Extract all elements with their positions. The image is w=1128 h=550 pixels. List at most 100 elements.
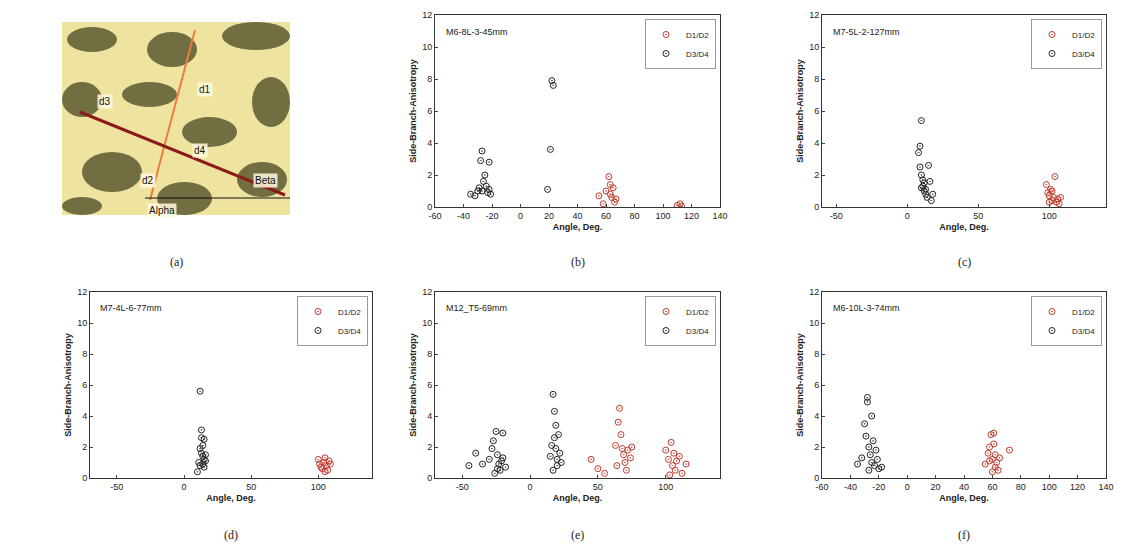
svg-text:M12_T5-69mm: M12_T5-69mm xyxy=(446,303,507,313)
svg-text:D1/D2: D1/D2 xyxy=(1072,31,1095,40)
svg-text:8: 8 xyxy=(82,349,87,359)
svg-text:12: 12 xyxy=(77,287,87,297)
svg-text:8: 8 xyxy=(427,349,432,359)
svg-text:140: 140 xyxy=(1098,482,1113,492)
svg-text:M6-8L-3-45mm: M6-8L-3-45mm xyxy=(446,27,508,37)
svg-text:M7-5L-2-127mm: M7-5L-2-127mm xyxy=(833,27,900,37)
svg-text:d1: d1 xyxy=(199,84,211,95)
svg-text:120: 120 xyxy=(684,211,699,221)
svg-text:2: 2 xyxy=(427,170,432,180)
svg-text:0: 0 xyxy=(905,482,910,492)
svg-text:0: 0 xyxy=(814,202,819,212)
svg-text:4: 4 xyxy=(427,411,432,421)
svg-text:-20: -20 xyxy=(872,482,885,492)
svg-text:M7-4L-6-77mm: M7-4L-6-77mm xyxy=(100,303,162,313)
svg-text:(d): (d) xyxy=(224,528,238,542)
svg-text:2: 2 xyxy=(814,170,819,180)
svg-text:d2: d2 xyxy=(142,175,154,186)
svg-text:Side-Branch-Anisotropy: Side-Branch-Anisotropy xyxy=(408,59,418,163)
svg-text:100: 100 xyxy=(658,482,673,492)
svg-text:Side-Branch-Anisotropy: Side-Branch-Anisotropy xyxy=(63,333,73,437)
svg-text:-50: -50 xyxy=(456,482,469,492)
svg-text:M6-10L-3-74mm: M6-10L-3-74mm xyxy=(833,303,900,313)
svg-text:10: 10 xyxy=(422,42,432,52)
svg-text:-40: -40 xyxy=(457,211,470,221)
svg-text:D3/D4: D3/D4 xyxy=(1072,50,1095,59)
svg-text:10: 10 xyxy=(809,42,819,52)
svg-text:-40: -40 xyxy=(844,482,857,492)
svg-text:12: 12 xyxy=(809,287,819,297)
svg-text:Side-Branch-Anisotropy: Side-Branch-Anisotropy xyxy=(408,333,418,437)
svg-text:10: 10 xyxy=(809,318,819,328)
svg-text:(a): (a) xyxy=(170,255,183,269)
svg-text:(e): (e) xyxy=(571,528,584,542)
svg-text:12: 12 xyxy=(809,10,819,20)
svg-text:D3/D4: D3/D4 xyxy=(1072,327,1095,336)
svg-text:10: 10 xyxy=(422,318,432,328)
svg-text:60: 60 xyxy=(987,482,997,492)
svg-text:0: 0 xyxy=(905,211,910,221)
svg-text:80: 80 xyxy=(1016,482,1026,492)
svg-text:Angle, Deg.: Angle, Deg. xyxy=(939,222,989,232)
svg-text:-50: -50 xyxy=(830,211,843,221)
svg-text:6: 6 xyxy=(427,106,432,116)
svg-text:Angle, Deg.: Angle, Deg. xyxy=(206,493,256,503)
svg-text:0: 0 xyxy=(814,473,819,483)
svg-text:120: 120 xyxy=(1070,482,1085,492)
svg-text:D3/D4: D3/D4 xyxy=(686,50,709,59)
svg-text:140: 140 xyxy=(712,211,727,221)
svg-text:-60: -60 xyxy=(428,211,441,221)
svg-text:6: 6 xyxy=(814,380,819,390)
svg-text:2: 2 xyxy=(814,442,819,452)
svg-text:D1/D2: D1/D2 xyxy=(1072,308,1095,317)
svg-text:20: 20 xyxy=(544,211,554,221)
svg-text:8: 8 xyxy=(814,74,819,84)
svg-text:50: 50 xyxy=(246,482,256,492)
svg-text:0: 0 xyxy=(181,482,186,492)
svg-text:Beta: Beta xyxy=(255,175,276,186)
svg-text:100: 100 xyxy=(311,482,326,492)
svg-text:Angle, Deg.: Angle, Deg. xyxy=(553,493,603,503)
svg-text:Angle, Deg.: Angle, Deg. xyxy=(553,222,603,232)
svg-text:50: 50 xyxy=(973,211,983,221)
svg-text:12: 12 xyxy=(422,287,432,297)
svg-text:20: 20 xyxy=(931,482,941,492)
svg-text:40: 40 xyxy=(572,211,582,221)
svg-text:-50: -50 xyxy=(110,482,123,492)
svg-text:Alpha: Alpha xyxy=(149,205,175,216)
svg-text:(b): (b) xyxy=(571,255,585,269)
svg-text:60: 60 xyxy=(601,211,611,221)
svg-text:12: 12 xyxy=(422,10,432,20)
svg-text:0: 0 xyxy=(427,473,432,483)
svg-text:D3/D4: D3/D4 xyxy=(338,327,361,336)
svg-text:80: 80 xyxy=(629,211,639,221)
svg-text:(f): (f) xyxy=(958,528,970,542)
svg-text:D3/D4: D3/D4 xyxy=(686,327,709,336)
svg-text:d4: d4 xyxy=(194,145,206,156)
svg-text:(c): (c) xyxy=(958,255,971,269)
svg-text:6: 6 xyxy=(82,380,87,390)
svg-text:50: 50 xyxy=(593,482,603,492)
svg-text:-60: -60 xyxy=(815,482,828,492)
svg-text:40: 40 xyxy=(959,482,969,492)
svg-text:10: 10 xyxy=(77,318,87,328)
svg-text:6: 6 xyxy=(427,380,432,390)
svg-text:0: 0 xyxy=(518,211,523,221)
svg-text:0: 0 xyxy=(427,202,432,212)
svg-text:2: 2 xyxy=(427,442,432,452)
svg-text:Side-Branch-Anisotropy: Side-Branch-Anisotropy xyxy=(795,333,805,437)
svg-text:100: 100 xyxy=(1042,211,1057,221)
svg-text:8: 8 xyxy=(427,74,432,84)
svg-text:8: 8 xyxy=(814,349,819,359)
svg-text:Side-Branch-Anisotropy: Side-Branch-Anisotropy xyxy=(795,59,805,163)
svg-text:D1/D2: D1/D2 xyxy=(686,31,709,40)
svg-text:4: 4 xyxy=(814,411,819,421)
svg-text:100: 100 xyxy=(655,211,670,221)
svg-text:D1/D2: D1/D2 xyxy=(338,308,361,317)
svg-text:100: 100 xyxy=(1042,482,1057,492)
svg-text:Angle, Deg.: Angle, Deg. xyxy=(939,493,989,503)
svg-text:4: 4 xyxy=(427,138,432,148)
svg-text:D1/D2: D1/D2 xyxy=(686,308,709,317)
svg-text:d3: d3 xyxy=(99,96,111,107)
svg-text:0: 0 xyxy=(82,473,87,483)
